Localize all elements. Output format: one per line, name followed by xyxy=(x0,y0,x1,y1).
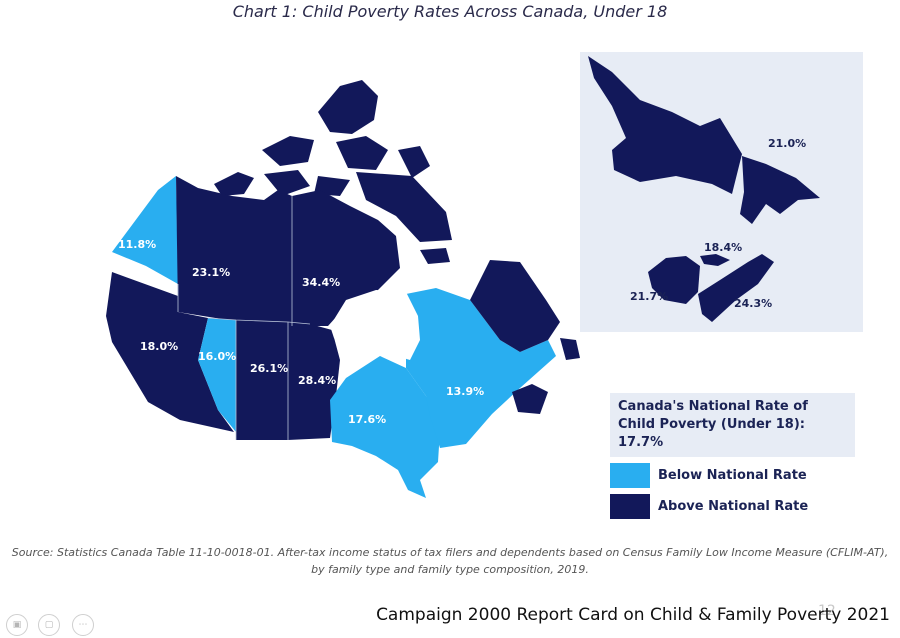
region-label-british-columbia: 18.0% xyxy=(140,340,178,353)
legend-above-row: Above National Rate xyxy=(610,494,855,519)
region-label-nunavut: 34.4% xyxy=(302,276,340,289)
province-borders xyxy=(177,196,311,440)
region-inset-new-brunswick xyxy=(648,256,700,304)
footer-title: Campaign 2000 Report Card on Child & Fam… xyxy=(376,605,890,625)
legend-below-row: Below National Rate xyxy=(610,463,855,488)
region-manitoba xyxy=(288,322,340,440)
region-inset-labrador xyxy=(588,56,742,194)
region-inset-nova-scotia xyxy=(698,254,774,322)
region-northwest-territories xyxy=(176,176,292,326)
region-label-nova-scotia: 24.3% xyxy=(734,297,772,310)
source-note: Source: Statistics Canada Table 11-10-00… xyxy=(11,546,889,576)
more-options-icon[interactable]: ⋯ xyxy=(72,614,94,636)
region-label-prince-edward-island: 18.4% xyxy=(704,241,742,254)
hudson-bay xyxy=(330,290,420,360)
region-label-manitoba: 28.4% xyxy=(298,374,336,387)
region-label-newfoundland-and-labrador: 21.0% xyxy=(768,137,806,150)
legend-heading: Canada's National Rate of Child Poverty … xyxy=(610,393,855,457)
region-yukon xyxy=(112,176,178,284)
region-alberta xyxy=(198,318,236,432)
region-label-ontario: 17.6% xyxy=(348,413,386,426)
region-ontario xyxy=(330,356,440,498)
chart-title: Chart 1: Child Poverty Rates Across Cana… xyxy=(232,2,668,21)
video-off-icon[interactable]: ▢ xyxy=(38,614,60,636)
page-number: 12 xyxy=(818,603,836,619)
region-quebec xyxy=(406,288,556,448)
arctic-islands xyxy=(214,80,452,264)
region-inset-pei xyxy=(700,254,730,266)
region-labels: 11.8% 23.1% 34.4% 18.0% 16.0% 26.1% 28.4% 17.6%… xyxy=(118,137,806,426)
region-label-saskatchewan: 26.1% xyxy=(250,362,288,375)
legend-above-label: Above National Rate xyxy=(658,499,809,514)
region-label-alberta: 16.0% xyxy=(198,350,236,363)
region-label-northwest-territories: 23.1% xyxy=(192,266,230,279)
region-label-new-brunswick: 21.7% xyxy=(630,290,668,303)
legend-below-swatch xyxy=(610,463,650,488)
legend: Canada's National Rate of Child Poverty … xyxy=(610,393,855,519)
region-label-quebec: 13.9% xyxy=(446,385,484,398)
region-label-yukon: 11.8% xyxy=(118,238,156,251)
legend-above-swatch xyxy=(610,494,650,519)
region-newfoundland-mainland xyxy=(560,338,580,360)
region-inset-newfoundland xyxy=(740,156,820,224)
region-british-columbia xyxy=(106,272,234,432)
region-saskatchewan xyxy=(236,320,288,440)
region-labrador xyxy=(470,260,560,352)
canada-map: 11.8% 23.1% 34.4% 18.0% 16.0% 26.1% 28.4% 17.6%… xyxy=(106,52,863,498)
slide-view-icon[interactable]: ▣ xyxy=(6,614,28,636)
legend-below-label: Below National Rate xyxy=(658,468,807,483)
region-maritimes-mainland xyxy=(512,384,548,414)
